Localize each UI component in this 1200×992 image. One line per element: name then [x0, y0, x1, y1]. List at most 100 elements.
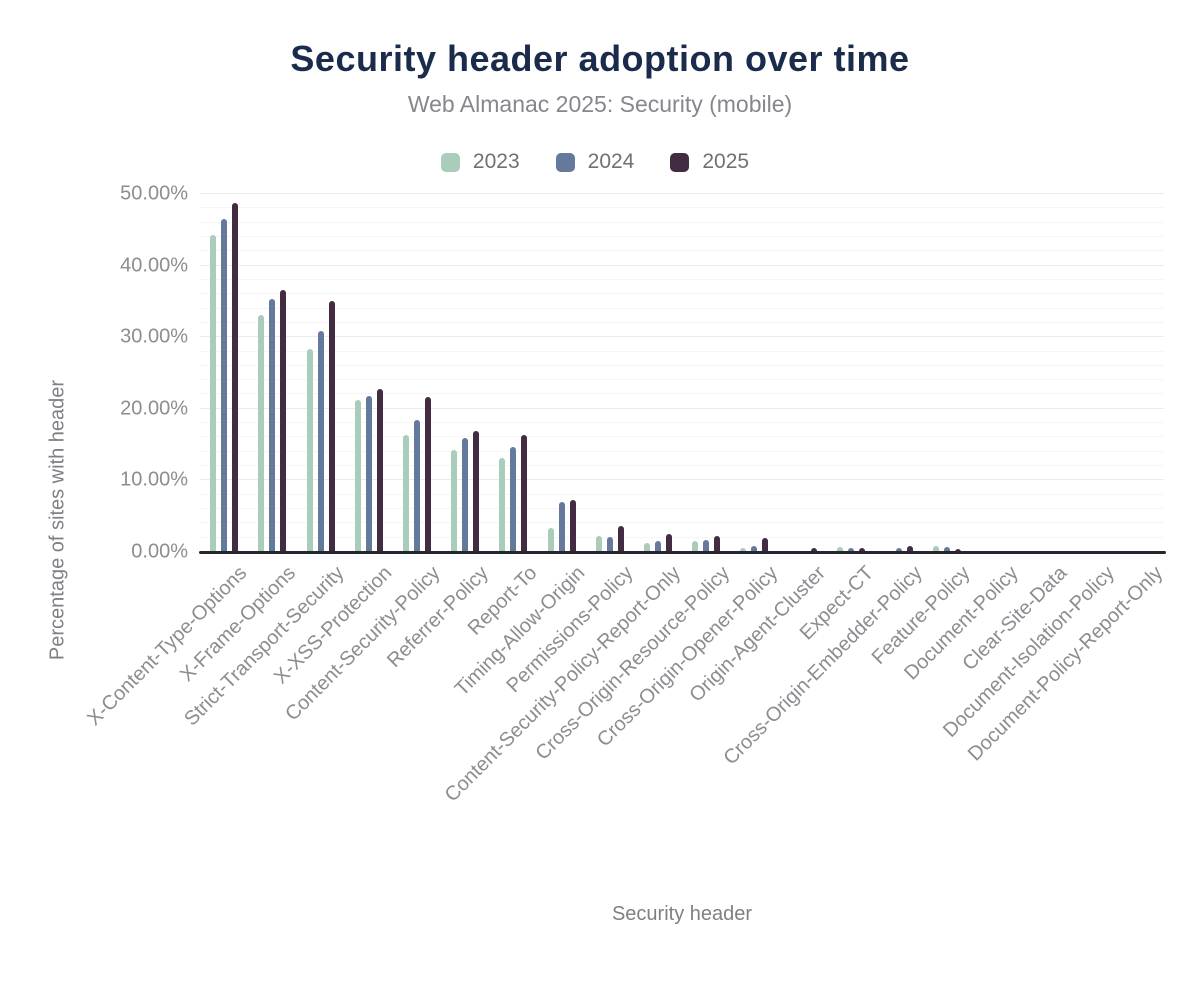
- gridline: [200, 522, 1164, 524]
- bar-2024[interactable]: [365, 395, 372, 552]
- bar-2025[interactable]: [714, 535, 721, 552]
- bar-2023[interactable]: [836, 547, 843, 552]
- bar-2024[interactable]: [413, 420, 420, 552]
- bar-group: [345, 194, 393, 552]
- bar-2024[interactable]: [558, 501, 565, 552]
- bar-group: [489, 194, 537, 552]
- bar-2024[interactable]: [703, 539, 710, 552]
- gridline: [200, 364, 1164, 366]
- bar-group: [778, 194, 826, 552]
- bar-group: [200, 194, 248, 552]
- bar-2025[interactable]: [280, 289, 287, 552]
- bar-2025[interactable]: [521, 434, 528, 552]
- gridline: [200, 465, 1164, 467]
- legend: 2023 2024 2025: [0, 150, 1190, 174]
- x-axis-line: [199, 551, 1166, 554]
- bar-2024[interactable]: [847, 547, 854, 552]
- y-tick-label: 50.00%: [120, 182, 188, 205]
- bar-group: [537, 194, 585, 552]
- bar-2024[interactable]: [269, 298, 276, 552]
- y-tick-label: 0.00%: [131, 540, 188, 563]
- bar-2024[interactable]: [510, 446, 517, 552]
- bar-2024[interactable]: [751, 545, 758, 552]
- legend-item-2025[interactable]: 2025: [670, 150, 749, 174]
- bar-2023[interactable]: [354, 399, 361, 552]
- gridline: [200, 235, 1164, 237]
- plot-area: [200, 193, 1164, 552]
- bar-group: [730, 194, 778, 552]
- bar-2023[interactable]: [402, 435, 409, 552]
- bar-2025[interactable]: [762, 538, 769, 552]
- bar-2023[interactable]: [306, 348, 313, 552]
- legend-item-2023[interactable]: 2023: [440, 150, 520, 174]
- bar-2023[interactable]: [740, 547, 747, 552]
- bar-group: [1068, 194, 1116, 552]
- gridline: [200, 350, 1164, 352]
- gridline: [200, 336, 1164, 338]
- bar-2024[interactable]: [895, 548, 902, 552]
- bar-2023[interactable]: [547, 527, 554, 552]
- gridline: [200, 207, 1164, 209]
- gridline: [200, 436, 1164, 438]
- bar-2023[interactable]: [258, 315, 265, 552]
- bar-2025[interactable]: [906, 546, 913, 552]
- bar-2023[interactable]: [595, 536, 602, 552]
- bar-2024[interactable]: [654, 540, 661, 552]
- gridline: [200, 264, 1164, 266]
- bar-2023[interactable]: [933, 546, 940, 552]
- gridline: [200, 193, 1164, 194]
- bar-2024[interactable]: [462, 438, 469, 552]
- gridline: [200, 321, 1164, 323]
- gridline: [200, 479, 1164, 481]
- y-tick-label: 30.00%: [120, 325, 188, 348]
- bar-2025[interactable]: [569, 499, 576, 552]
- bar-group: [634, 194, 682, 552]
- bar-2025[interactable]: [617, 525, 624, 552]
- gridline: [200, 508, 1164, 510]
- legend-item-2024[interactable]: 2024: [555, 150, 635, 174]
- bar-group: [586, 194, 634, 552]
- y-tick-label: 10.00%: [120, 468, 188, 491]
- bar-group: [1019, 194, 1067, 552]
- bar-2025[interactable]: [955, 549, 962, 552]
- bar-2025[interactable]: [424, 397, 431, 552]
- legend-swatch: [440, 152, 460, 172]
- bar-group: [296, 194, 344, 552]
- bar-2024[interactable]: [221, 219, 228, 552]
- gridline: [200, 393, 1164, 395]
- bar-group: [923, 194, 971, 552]
- bar-2024[interactable]: [317, 330, 324, 552]
- gridline: [200, 278, 1164, 280]
- bar-group: [1116, 194, 1164, 552]
- y-tick-label: 40.00%: [120, 254, 188, 277]
- gridline: [200, 536, 1164, 538]
- bar-2023[interactable]: [643, 542, 650, 552]
- bar-group: [875, 194, 923, 552]
- bar-2025[interactable]: [376, 389, 383, 552]
- bar-2025[interactable]: [232, 202, 239, 552]
- bar-group: [971, 194, 1019, 552]
- bar-2025[interactable]: [810, 547, 817, 552]
- bar-group: [441, 194, 489, 552]
- gridline: [200, 493, 1164, 495]
- gridline: [200, 407, 1164, 409]
- bar-2023[interactable]: [210, 234, 217, 552]
- bar-2024[interactable]: [606, 536, 613, 552]
- bar-2023[interactable]: [499, 458, 506, 552]
- bar-2025[interactable]: [473, 431, 480, 552]
- legend-label: 2023: [472, 150, 520, 173]
- bar-2023[interactable]: [451, 450, 458, 552]
- bar-2025[interactable]: [858, 548, 865, 552]
- bar-group: [393, 194, 441, 552]
- bar-2024[interactable]: [944, 547, 951, 552]
- gridline: [200, 450, 1164, 452]
- legend-label: 2024: [587, 150, 635, 173]
- bar-2025[interactable]: [328, 301, 335, 552]
- bar-2023[interactable]: [692, 541, 699, 552]
- bar-group: [827, 194, 875, 552]
- chart-subtitle: Web Almanac 2025: Security (mobile): [407, 91, 793, 117]
- chart-title: Security header adoption over time: [290, 38, 910, 79]
- y-axis-title: Percentage of sites with header: [46, 379, 69, 661]
- bar-2025[interactable]: [665, 534, 672, 552]
- gridline: [200, 379, 1164, 381]
